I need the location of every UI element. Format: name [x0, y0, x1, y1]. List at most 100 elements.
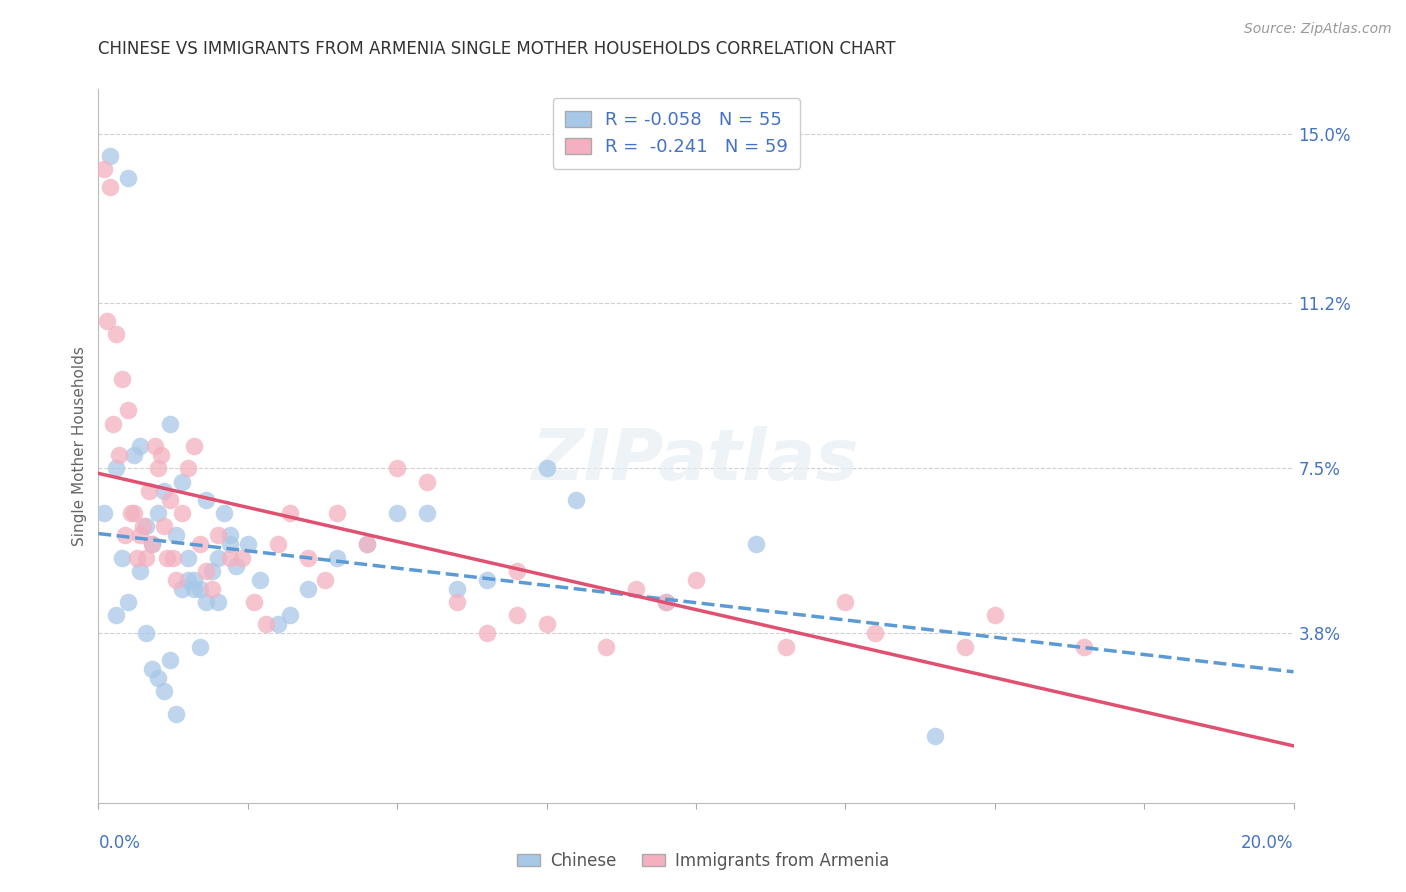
Point: [278, 506, 301, 520]
Text: 20.0%: 20.0%: [1241, 834, 1294, 852]
Point: [172, 475, 194, 489]
Point: [446, 595, 468, 609]
Point: [243, 595, 266, 609]
Point: [297, 582, 319, 596]
Point: [96, 314, 118, 328]
Point: [132, 519, 155, 533]
Y-axis label: Single Mother Households: Single Mother Households: [72, 346, 87, 546]
Point: [1073, 640, 1095, 654]
Point: [775, 640, 797, 654]
Point: [953, 640, 976, 654]
Point: [863, 626, 887, 640]
Point: [297, 550, 319, 565]
Point: [183, 573, 205, 587]
Point: [249, 573, 271, 587]
Point: [150, 448, 173, 462]
Point: [236, 537, 259, 551]
Point: [195, 564, 218, 578]
Point: [129, 528, 152, 542]
Point: [254, 617, 277, 632]
Point: [138, 483, 160, 498]
Legend: R = -0.058   N = 55, R =  -0.241   N = 59: R = -0.058 N = 55, R = -0.241 N = 59: [553, 98, 800, 169]
Text: CHINESE VS IMMIGRANTS FROM ARMENIA SINGLE MOTHER HOUSEHOLDS CORRELATION CHART: CHINESE VS IMMIGRANTS FROM ARMENIA SINGL…: [98, 40, 896, 58]
Point: [127, 550, 149, 565]
Point: [225, 559, 247, 574]
Point: [745, 537, 768, 551]
Point: [165, 528, 187, 542]
Point: [165, 573, 187, 587]
Point: [267, 617, 290, 632]
Point: [536, 617, 558, 632]
Point: [475, 573, 498, 587]
Point: [135, 519, 157, 533]
Point: [177, 573, 200, 587]
Point: [655, 595, 678, 609]
Point: [207, 550, 229, 565]
Point: [595, 640, 617, 654]
Point: [177, 461, 200, 475]
Point: [135, 550, 157, 565]
Point: [326, 550, 349, 565]
Point: [100, 180, 122, 194]
Point: [105, 327, 128, 342]
Point: [162, 550, 184, 565]
Point: [267, 537, 290, 551]
Point: [183, 582, 205, 596]
Point: [506, 564, 529, 578]
Point: [124, 448, 146, 462]
Point: [219, 528, 242, 542]
Point: [129, 564, 152, 578]
Point: [201, 564, 224, 578]
Point: [124, 506, 146, 520]
Point: [105, 461, 128, 475]
Point: [141, 662, 163, 676]
Point: [834, 595, 856, 609]
Point: [626, 582, 648, 596]
Point: [143, 439, 166, 453]
Point: [207, 595, 229, 609]
Point: [117, 595, 139, 609]
Point: [385, 461, 409, 475]
Point: [156, 550, 179, 565]
Point: [212, 506, 235, 520]
Text: ZIPatlas: ZIPatlas: [533, 425, 859, 495]
Point: [120, 506, 142, 520]
Point: [536, 461, 558, 475]
Point: [159, 492, 181, 507]
Point: [148, 461, 170, 475]
Point: [172, 582, 194, 596]
Point: [135, 626, 157, 640]
Point: [231, 550, 253, 565]
Point: [356, 537, 378, 551]
Point: [100, 149, 122, 163]
Point: [685, 573, 707, 587]
Point: [195, 595, 218, 609]
Point: [207, 528, 229, 542]
Point: [159, 417, 181, 431]
Point: [924, 729, 946, 743]
Point: [356, 537, 378, 551]
Point: [177, 550, 200, 565]
Point: [201, 582, 224, 596]
Text: 0.0%: 0.0%: [98, 834, 141, 852]
Point: [219, 550, 242, 565]
Point: [655, 595, 678, 609]
Point: [93, 506, 115, 520]
Legend: Chinese, Immigrants from Armenia: Chinese, Immigrants from Armenia: [510, 846, 896, 877]
Point: [105, 608, 128, 623]
Point: [165, 706, 187, 721]
Point: [103, 417, 125, 431]
Point: [129, 439, 152, 453]
Point: [117, 403, 139, 417]
Point: [153, 684, 176, 698]
Point: [446, 582, 468, 596]
Point: [475, 626, 498, 640]
Point: [117, 171, 139, 186]
Point: [148, 671, 170, 685]
Point: [416, 475, 439, 489]
Point: [183, 439, 205, 453]
Point: [111, 372, 134, 386]
Point: [153, 483, 176, 498]
Point: [984, 608, 1007, 623]
Point: [188, 537, 211, 551]
